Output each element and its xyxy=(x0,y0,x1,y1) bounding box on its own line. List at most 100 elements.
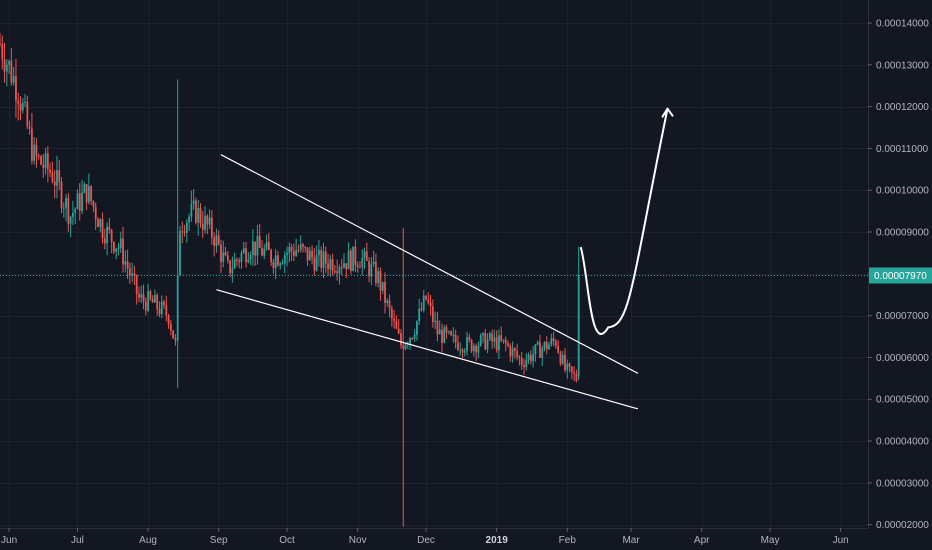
candle xyxy=(220,239,222,274)
candle-body xyxy=(279,263,282,266)
candle-body xyxy=(443,327,446,343)
candle xyxy=(254,241,257,266)
candle-body xyxy=(261,247,263,256)
candle xyxy=(258,223,261,249)
candle-body xyxy=(568,363,571,367)
candle-body xyxy=(165,305,168,316)
candle xyxy=(568,362,571,373)
candle xyxy=(40,154,42,166)
y-tick-label: 0.00003000 xyxy=(876,478,929,489)
candle-body xyxy=(33,144,36,161)
x-tick-label: Oct xyxy=(279,535,295,546)
candle xyxy=(51,161,54,184)
candle-body xyxy=(251,241,254,256)
candle-body xyxy=(201,223,204,230)
candle xyxy=(336,259,339,281)
candle-body xyxy=(10,60,13,83)
candle xyxy=(372,250,375,267)
candle-body xyxy=(35,144,38,156)
candle xyxy=(128,262,131,284)
candle xyxy=(577,246,580,381)
candle xyxy=(42,154,45,178)
x-tick-label: Sep xyxy=(210,535,228,546)
x-axis[interactable]: Jun Jul Aug Sep Oct Nov Dec 2019 Feb Mar Apr May Jun xyxy=(1,528,849,546)
candle-body xyxy=(115,248,118,252)
candle-body xyxy=(384,281,386,303)
candle xyxy=(272,259,275,274)
candle-body xyxy=(475,345,478,353)
candle-body xyxy=(488,333,491,340)
candle-body xyxy=(99,219,102,228)
candle-body xyxy=(311,250,314,258)
candle xyxy=(17,92,20,121)
candle-body xyxy=(281,263,284,265)
candle-body xyxy=(15,76,17,101)
trendline-upper[interactable] xyxy=(220,154,639,374)
candle-body xyxy=(486,339,489,350)
candle xyxy=(147,283,149,313)
candle-body xyxy=(527,354,530,361)
candle xyxy=(167,313,170,329)
candle xyxy=(76,189,79,210)
candle-body xyxy=(352,246,355,271)
candle-body xyxy=(299,244,302,251)
candle xyxy=(222,240,225,268)
candle xyxy=(165,295,168,322)
candle xyxy=(44,147,47,175)
candle-body xyxy=(60,181,63,209)
candle-body xyxy=(450,331,452,336)
candle xyxy=(532,345,535,368)
projection-arrow-path[interactable] xyxy=(579,107,669,335)
candle-body xyxy=(270,250,273,263)
candle-body xyxy=(295,249,298,256)
candle xyxy=(311,245,314,265)
candle-body xyxy=(231,268,234,274)
candle-body xyxy=(85,184,88,203)
candle-body xyxy=(502,339,505,341)
candle xyxy=(163,299,165,309)
candle-body xyxy=(106,226,108,244)
candle xyxy=(247,252,250,264)
candle-body xyxy=(484,332,487,350)
candle-body xyxy=(195,200,197,223)
candle xyxy=(154,289,156,303)
candle xyxy=(561,350,564,366)
candle xyxy=(110,228,113,254)
candle xyxy=(81,180,83,215)
candle-body xyxy=(158,309,161,315)
candle-body xyxy=(288,246,291,254)
trendline-lower[interactable] xyxy=(216,289,639,410)
candle xyxy=(329,254,332,277)
candle xyxy=(511,341,514,363)
candle-body xyxy=(119,238,122,248)
candle-body xyxy=(160,301,163,315)
candle xyxy=(103,228,106,250)
candle-body xyxy=(163,301,165,306)
candle-body xyxy=(247,259,250,263)
candle-body xyxy=(468,336,471,341)
candle xyxy=(206,214,209,235)
candle-body xyxy=(324,251,327,264)
candle xyxy=(190,190,193,222)
candle-body xyxy=(142,294,145,302)
candle-body xyxy=(81,192,83,211)
candle xyxy=(397,319,400,335)
candle-body xyxy=(267,242,270,251)
candle xyxy=(447,330,450,335)
candle-body xyxy=(495,337,498,351)
grid xyxy=(0,0,868,528)
candle xyxy=(288,242,291,263)
candle-body xyxy=(477,345,480,353)
candle-body xyxy=(49,169,52,173)
candle-body xyxy=(56,170,58,186)
candle-body xyxy=(409,337,411,344)
candle-body xyxy=(550,338,553,345)
candle-body xyxy=(365,251,368,261)
candle xyxy=(245,241,247,268)
candle xyxy=(368,257,370,283)
candle xyxy=(179,225,181,276)
candle-body xyxy=(37,155,40,157)
candle xyxy=(160,295,163,319)
candle xyxy=(370,257,373,286)
y-tick-label: 0.00007000 xyxy=(876,311,929,322)
